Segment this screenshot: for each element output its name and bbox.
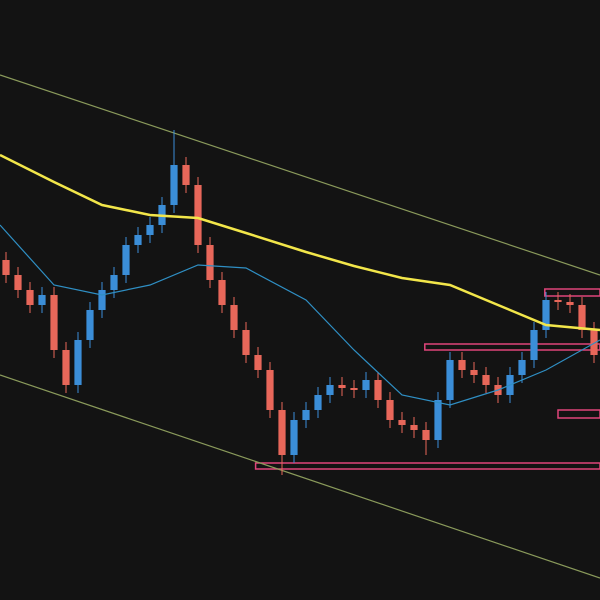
line: [0, 374, 600, 579]
candle-body: [26, 290, 34, 305]
candle-body: [590, 330, 598, 355]
candle-body: [110, 275, 118, 290]
candle-body: [134, 235, 142, 245]
candle-body: [458, 360, 466, 370]
candle-body: [482, 375, 490, 385]
candle-body: [182, 165, 190, 185]
candle-body: [386, 400, 394, 420]
candle-body: [578, 305, 586, 330]
candle-body: [542, 300, 550, 330]
candle-body: [194, 185, 202, 245]
candle-body: [434, 400, 442, 440]
candle-body: [98, 290, 106, 310]
zone: [544, 288, 600, 297]
candle-body: [254, 355, 262, 370]
candle-body: [170, 165, 178, 205]
candle-body: [350, 388, 358, 390]
candle-body: [422, 430, 430, 440]
candle-body: [374, 380, 382, 400]
candle-body: [278, 410, 286, 455]
line: [0, 74, 600, 276]
candle-body: [146, 225, 154, 235]
zone: [557, 409, 600, 419]
line: [0, 153, 600, 332]
candle-body: [398, 420, 406, 425]
candle-body: [362, 380, 370, 390]
candle-body: [266, 370, 274, 410]
candle-body: [74, 340, 82, 385]
candle-body: [2, 260, 10, 275]
candle-body: [38, 295, 46, 305]
candle-body: [290, 420, 298, 455]
candle-body: [302, 410, 310, 420]
candle-body: [554, 300, 562, 302]
zone: [254, 462, 600, 470]
candle-body: [242, 330, 250, 355]
zone: [424, 343, 600, 351]
candle-body: [446, 360, 454, 400]
candle-body: [86, 310, 94, 340]
candle-body: [566, 302, 574, 305]
candle-body: [410, 425, 418, 430]
line: [0, 224, 600, 406]
candle-body: [50, 295, 58, 350]
candle-body: [218, 280, 226, 305]
candle-body: [62, 350, 70, 385]
candle-body: [122, 245, 130, 275]
candle-body: [338, 385, 346, 388]
candle-body: [326, 385, 334, 395]
candle-body: [518, 360, 526, 375]
candle-body: [230, 305, 238, 330]
candle-body: [530, 330, 538, 360]
candle-body: [206, 245, 214, 280]
candle-body: [470, 370, 478, 375]
candle-body: [314, 395, 322, 410]
candle-body: [14, 275, 22, 290]
